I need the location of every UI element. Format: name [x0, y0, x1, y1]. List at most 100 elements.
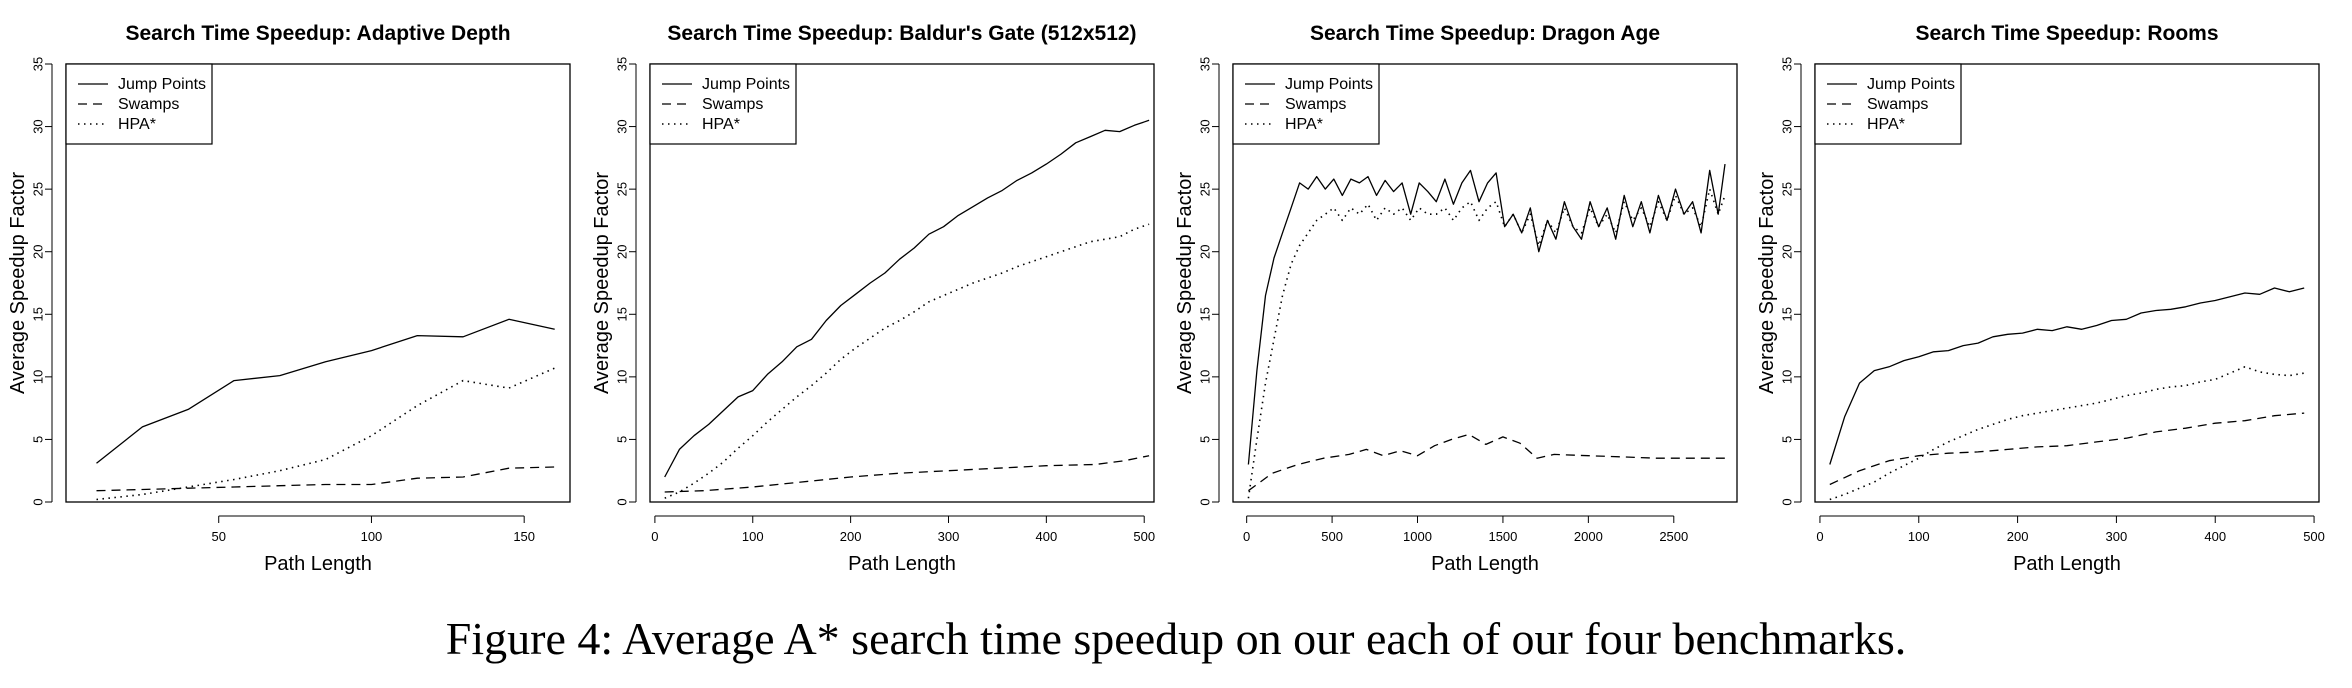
y-tick-label: 0	[615, 498, 630, 505]
series-line-swamps	[664, 455, 1150, 493]
y-tick-label: 10	[615, 370, 630, 384]
legend-box	[649, 63, 797, 145]
y-tick-label: 5	[1198, 436, 1213, 443]
x-tick-label: 1500	[1488, 529, 1517, 544]
y-tick-label: 0	[31, 498, 46, 505]
y-tick-label: 30	[1780, 119, 1795, 133]
y-tick-label: 35	[1780, 57, 1795, 71]
legend-label: Swamps	[1285, 96, 1346, 113]
series-line-swamps	[1248, 433, 1725, 492]
series-line-jump-points	[664, 119, 1150, 478]
y-tick-label: 25	[1198, 182, 1213, 196]
series-line-jump-points	[1829, 287, 2305, 465]
y-tick-label: 15	[1780, 307, 1795, 321]
x-tick-label: 200	[840, 529, 862, 544]
y-axis-label: Average Speedup Factor	[1174, 172, 1196, 394]
x-tick-label: 100	[1908, 529, 1930, 544]
y-axis-label: Average Speedup Factor	[1756, 172, 1778, 394]
y-tick-label: 25	[31, 182, 46, 196]
legend-box	[1232, 63, 1380, 145]
plot-frame	[1232, 63, 1738, 503]
y-tick-label: 0	[1198, 498, 1213, 505]
legend-label: Swamps	[118, 96, 179, 113]
series-line-hpa	[96, 367, 556, 501]
legend-label: HPA*	[1867, 116, 1905, 133]
series-line-jump-points	[96, 318, 555, 464]
series-line-jump-points	[1247, 164, 1726, 465]
y-tick-label: 25	[615, 182, 630, 196]
y-tick-label: 10	[1780, 370, 1795, 384]
x-tick-label: 0	[1816, 529, 1823, 544]
figure-caption: Figure 4: Average A* search time speedup…	[445, 613, 1907, 664]
series-line-hpa	[664, 223, 1150, 499]
plot-frame	[1814, 63, 2320, 503]
x-tick-label: 50	[211, 529, 225, 544]
chart-title: Search Time Speedup: Rooms	[1915, 22, 2218, 45]
y-tick-label: 15	[615, 307, 630, 321]
series-line-swamps	[1829, 412, 2305, 486]
chart-legend: Jump Points Swamps HPA*	[1232, 63, 1380, 145]
legend-label: Swamps	[1867, 96, 1928, 113]
legend-label: Jump Points	[702, 76, 790, 93]
x-tick-label: 300	[2106, 529, 2128, 544]
plot-frame	[65, 63, 571, 503]
y-axis-label: Average Speedup Factor	[591, 172, 613, 394]
legend-label: Swamps	[702, 96, 763, 113]
x-tick-label: 2500	[1659, 529, 1688, 544]
x-axis-label: Path Length	[264, 553, 372, 575]
y-tick-label: 0	[1780, 498, 1795, 505]
x-tick-label: 150	[513, 529, 535, 544]
x-tick-label: 500	[1133, 529, 1155, 544]
y-tick-label: 30	[615, 119, 630, 133]
y-tick-label: 5	[31, 436, 46, 443]
y-tick-label: 35	[615, 57, 630, 71]
chart-title: Search Time Speedup: Adaptive Depth	[125, 22, 510, 45]
x-tick-label: 200	[2007, 529, 2029, 544]
chart-title: Search Time Speedup: Dragon Age	[1310, 22, 1660, 45]
y-tick-label: 5	[1780, 436, 1795, 443]
x-axis-label: Path Length	[1431, 553, 1539, 575]
y-tick-label: 15	[1198, 307, 1213, 321]
chart-legend: Jump Points Swamps HPA*	[1814, 63, 1962, 145]
y-tick-label: 35	[1198, 57, 1213, 71]
legend-label: HPA*	[1285, 116, 1323, 133]
y-tick-label: 30	[1198, 119, 1213, 133]
x-tick-label: 1000	[1403, 529, 1432, 544]
y-tick-label: 20	[31, 244, 46, 258]
y-tick-label: 30	[31, 119, 46, 133]
x-axis-label: Path Length	[2013, 553, 2121, 575]
legend-box	[65, 63, 213, 145]
chart-title: Search Time Speedup: Baldur's Gate (512x…	[667, 22, 1136, 45]
y-axis-label: Average Speedup Factor	[7, 172, 29, 394]
chart-panel-2: Search Time Speedup: Baldur's Gate (512x…	[591, 22, 1155, 575]
series-line-swamps	[96, 466, 555, 492]
legend-label: Jump Points	[118, 76, 206, 93]
y-tick-label: 15	[31, 307, 46, 321]
y-tick-label: 20	[1780, 244, 1795, 258]
y-tick-label: 35	[31, 57, 46, 71]
legend-label: HPA*	[702, 116, 740, 133]
legend-label: HPA*	[118, 116, 156, 133]
x-tick-label: 0	[651, 529, 658, 544]
x-tick-label: 0	[1243, 529, 1250, 544]
x-tick-label: 100	[361, 529, 383, 544]
y-tick-label: 10	[1198, 370, 1213, 384]
series-line-hpa	[1247, 188, 1726, 499]
x-axis-label: Path Length	[848, 553, 956, 575]
x-tick-label: 100	[742, 529, 764, 544]
x-tick-label: 500	[1321, 529, 1343, 544]
legend-label: Jump Points	[1285, 76, 1373, 93]
x-tick-label: 400	[1035, 529, 1057, 544]
y-tick-label: 5	[615, 436, 630, 443]
x-tick-label: 2000	[1574, 529, 1603, 544]
chart-legend: Jump Points Swamps HPA*	[65, 63, 213, 145]
y-tick-label: 20	[615, 244, 630, 258]
x-tick-label: 300	[938, 529, 960, 544]
plot-frame	[649, 63, 1155, 503]
x-tick-label: 500	[2303, 529, 2325, 544]
legend-box	[1814, 63, 1962, 145]
chart-legend: Jump Points Swamps HPA*	[649, 63, 797, 145]
